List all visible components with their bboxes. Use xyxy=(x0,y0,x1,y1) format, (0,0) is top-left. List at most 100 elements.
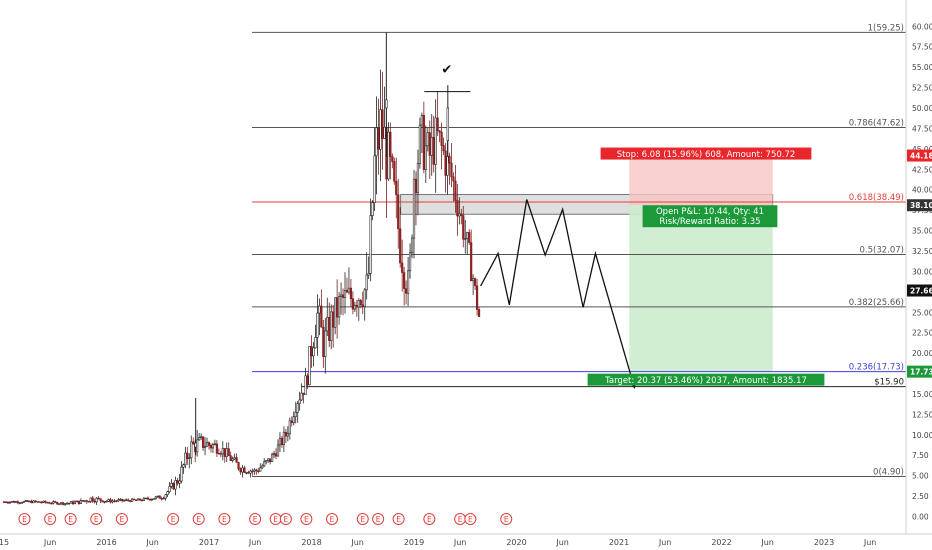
candle[interactable] xyxy=(310,346,313,357)
candle[interactable] xyxy=(349,287,353,300)
candle[interactable] xyxy=(201,436,205,448)
candle[interactable] xyxy=(341,294,345,298)
candle[interactable] xyxy=(361,304,364,308)
candle[interactable] xyxy=(426,132,429,147)
candle[interactable] xyxy=(286,433,289,437)
candle[interactable] xyxy=(261,465,264,469)
candle[interactable] xyxy=(241,467,244,473)
candle[interactable] xyxy=(2,501,6,503)
candle[interactable] xyxy=(312,347,315,357)
candle[interactable] xyxy=(458,213,461,217)
candle[interactable] xyxy=(326,317,329,332)
candle[interactable] xyxy=(290,420,293,424)
candle[interactable] xyxy=(182,464,185,468)
candle[interactable] xyxy=(22,501,25,503)
candle[interactable] xyxy=(403,272,406,289)
candle[interactable] xyxy=(203,446,207,448)
candle[interactable] xyxy=(227,448,230,456)
candle[interactable] xyxy=(401,262,404,273)
candle[interactable] xyxy=(62,502,65,505)
candle[interactable] xyxy=(330,311,333,341)
candle[interactable] xyxy=(420,115,423,126)
candle[interactable] xyxy=(274,453,278,457)
earnings-marker[interactable] xyxy=(372,513,385,525)
candle[interactable] xyxy=(444,150,447,176)
candle[interactable] xyxy=(52,501,55,504)
candle[interactable] xyxy=(383,126,386,139)
earnings-marker[interactable] xyxy=(500,513,513,525)
candle[interactable] xyxy=(60,502,63,505)
candle[interactable] xyxy=(144,497,148,500)
candle[interactable] xyxy=(14,501,17,503)
candle[interactable] xyxy=(170,483,173,487)
candle[interactable] xyxy=(288,420,291,434)
candle[interactable] xyxy=(34,500,37,502)
candle[interactable] xyxy=(282,431,286,446)
candle[interactable] xyxy=(316,312,319,338)
candle[interactable] xyxy=(184,452,187,466)
earnings-marker[interactable] xyxy=(423,513,436,525)
candle[interactable] xyxy=(255,469,258,472)
earnings-marker[interactable] xyxy=(249,513,262,525)
candle[interactable] xyxy=(395,180,398,196)
candle[interactable] xyxy=(115,500,118,502)
candle[interactable] xyxy=(117,499,120,502)
candle[interactable] xyxy=(292,416,295,424)
candle[interactable] xyxy=(77,500,81,504)
candle[interactable] xyxy=(308,346,311,386)
candle[interactable] xyxy=(322,326,325,357)
candle[interactable] xyxy=(263,461,266,467)
candle[interactable] xyxy=(377,127,380,150)
time-axis[interactable]: 15 Jun 2016 Jun 2017 Jun 2018 Jun 2019 Jun 2020 Jun… xyxy=(0,538,876,547)
candle[interactable] xyxy=(69,501,73,504)
candle[interactable] xyxy=(276,444,280,457)
candle[interactable] xyxy=(300,392,303,401)
candle[interactable] xyxy=(217,452,220,455)
candle[interactable] xyxy=(336,297,339,318)
candle[interactable] xyxy=(399,228,402,264)
candle[interactable] xyxy=(160,498,163,500)
candle[interactable] xyxy=(103,501,106,503)
candle[interactable] xyxy=(446,155,449,176)
candle[interactable] xyxy=(334,297,337,328)
candle[interactable] xyxy=(304,375,307,395)
candle[interactable] xyxy=(375,127,378,157)
candle[interactable] xyxy=(127,499,130,501)
candle[interactable] xyxy=(269,458,272,463)
earnings-marker[interactable] xyxy=(464,513,477,525)
candle[interactable] xyxy=(253,469,256,472)
candle[interactable] xyxy=(363,289,366,308)
candle[interactable] xyxy=(54,501,57,503)
candle[interactable] xyxy=(211,444,215,449)
candle[interactable] xyxy=(343,289,347,298)
candle[interactable] xyxy=(38,501,41,503)
candle[interactable] xyxy=(247,472,250,474)
candle[interactable] xyxy=(225,448,228,457)
candle[interactable] xyxy=(345,289,349,293)
candle[interactable] xyxy=(231,458,234,461)
candle[interactable] xyxy=(278,437,282,446)
candle[interactable] xyxy=(121,498,124,502)
candle[interactable] xyxy=(50,502,53,505)
candle[interactable] xyxy=(213,443,217,445)
candle[interactable] xyxy=(136,498,140,501)
candle[interactable] xyxy=(389,131,392,157)
candle[interactable] xyxy=(294,411,297,418)
candle[interactable] xyxy=(99,498,102,501)
candle[interactable] xyxy=(298,399,301,404)
candle[interactable] xyxy=(73,501,77,505)
candle[interactable] xyxy=(188,457,191,459)
candle[interactable] xyxy=(387,131,390,180)
candle[interactable] xyxy=(320,305,323,328)
candle[interactable] xyxy=(410,237,414,254)
candle[interactable] xyxy=(101,500,104,503)
earnings-marker[interactable] xyxy=(64,513,77,525)
candle[interactable] xyxy=(111,500,114,503)
candle[interactable] xyxy=(237,462,240,470)
candle[interactable] xyxy=(357,300,360,308)
candle[interactable] xyxy=(450,162,453,178)
candle[interactable] xyxy=(466,232,469,239)
candle[interactable] xyxy=(233,457,236,460)
candle[interactable] xyxy=(79,500,82,504)
candle[interactable] xyxy=(460,213,463,216)
